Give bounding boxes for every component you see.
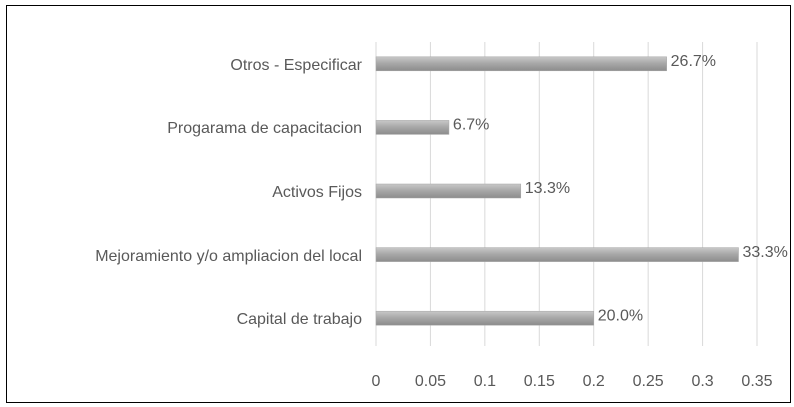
category-label-box: Mejoramiento y/o ampliacion del local bbox=[7, 246, 362, 268]
data-label: 33.3% bbox=[742, 244, 787, 261]
x-tick-label: 0.3 bbox=[691, 373, 713, 390]
data-label: 26.7% bbox=[671, 53, 716, 70]
bar bbox=[375, 310, 594, 326]
data-label: 6.7% bbox=[453, 117, 489, 134]
x-tick-label: 0.15 bbox=[524, 373, 555, 390]
y-tick-label: Progarama de capacitacion bbox=[167, 120, 362, 138]
x-tick-label: 0.05 bbox=[415, 373, 446, 390]
data-label: 20.0% bbox=[598, 307, 643, 324]
chart-border bbox=[6, 5, 791, 403]
category-label-box: Otros - Especificar bbox=[7, 55, 362, 77]
y-tick-label: Mejoramiento y/o ampliacion del local bbox=[95, 247, 362, 265]
x-tick-label: 0.2 bbox=[583, 373, 605, 390]
y-tick-label: Otros - Especificar bbox=[230, 56, 362, 74]
data-label: 13.3% bbox=[525, 180, 570, 197]
bar bbox=[375, 247, 739, 262]
bar bbox=[375, 120, 450, 135]
bar bbox=[375, 183, 522, 199]
x-tick-label: 0.1 bbox=[474, 373, 496, 390]
x-tick-label: 0 bbox=[372, 373, 381, 390]
x-tick-label: 0.25 bbox=[633, 373, 664, 390]
category-label-box: Progarama de capacitacion bbox=[7, 118, 362, 140]
category-label-box: Capital de trabajo bbox=[7, 309, 362, 331]
bar bbox=[375, 56, 667, 72]
category-label-box: Activos Fijos bbox=[7, 182, 362, 204]
y-tick-label: Activos Fijos bbox=[272, 184, 362, 201]
y-tick-label: Capital de trabajo bbox=[236, 311, 362, 329]
x-tick-label: 0.35 bbox=[741, 373, 772, 390]
